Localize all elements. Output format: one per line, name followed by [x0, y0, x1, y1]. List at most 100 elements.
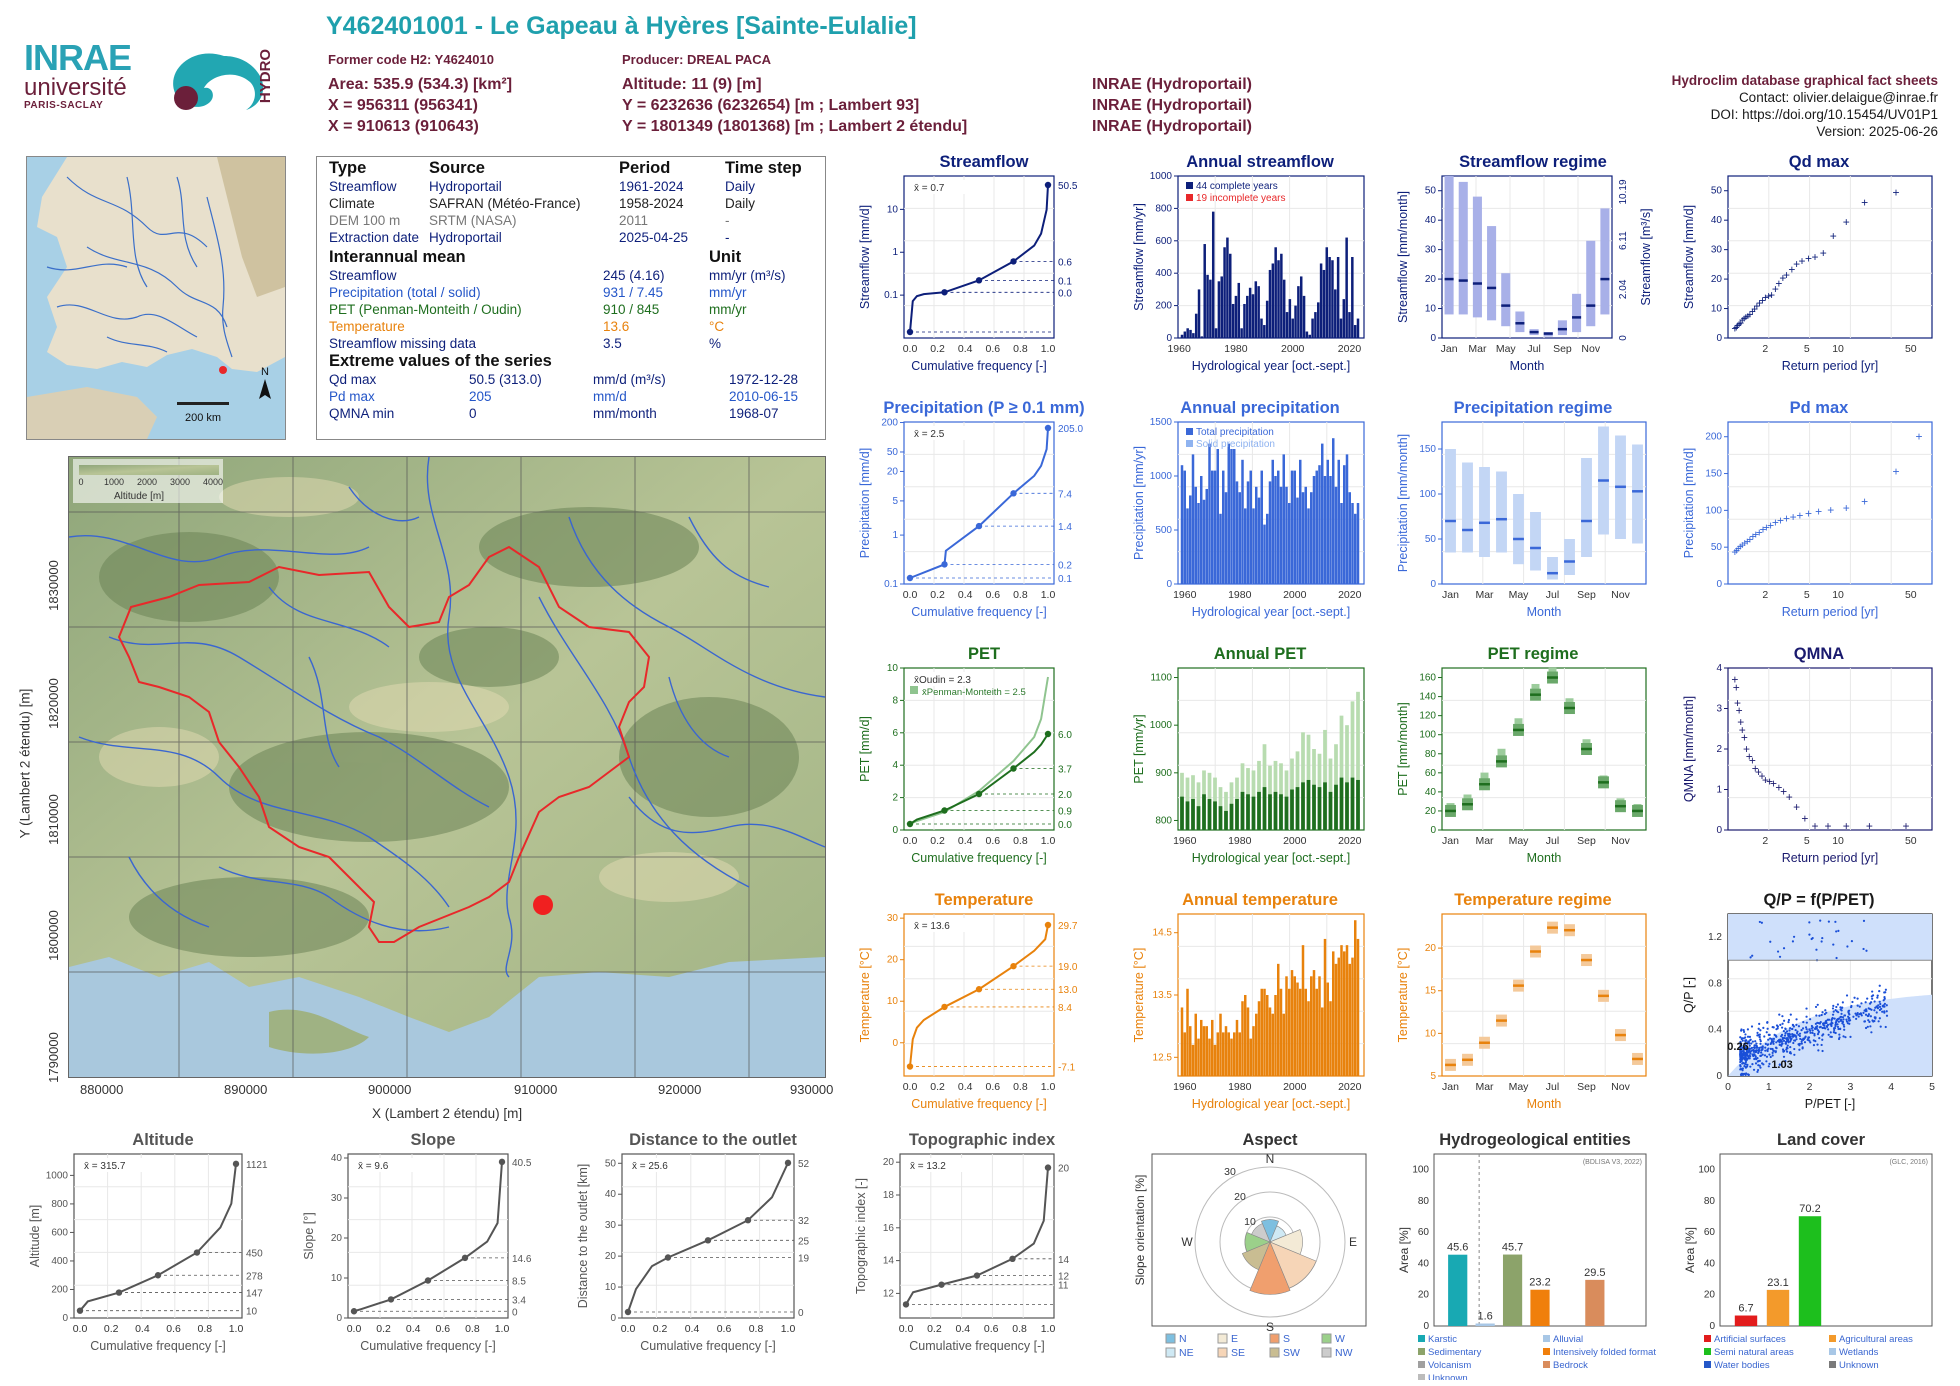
y-tick-label: 150: [1419, 444, 1436, 455]
bar: [1294, 305, 1297, 338]
quantile-point: [498, 1158, 506, 1166]
data-point: [1866, 1014, 1869, 1018]
range-box: [1515, 311, 1525, 333]
y-tick-label: 80: [1418, 1196, 1430, 1207]
bar: [1271, 459, 1274, 584]
data-point: [1805, 1015, 1808, 1018]
data-point: [1827, 920, 1830, 923]
range-box: [1501, 273, 1511, 327]
x-tick-label: 2020: [1338, 343, 1362, 355]
chart-title: Annual precipitation: [1180, 399, 1340, 417]
data-point: [1739, 1059, 1742, 1062]
data-point: +: [1736, 317, 1743, 331]
bar: [1282, 454, 1285, 584]
y-axis-label: Precipitation [mm/d]: [1682, 448, 1696, 558]
legend-label: W: [1335, 1333, 1345, 1345]
bar: [1317, 787, 1322, 830]
y-axis-label: Area [%]: [1397, 1227, 1411, 1273]
x-tick-label: 1.0: [229, 1323, 244, 1335]
qd-max-chart: Qd max Return period [yr] Streamflow [mm/d…: [1682, 153, 1933, 373]
y-tick-label: 4: [892, 760, 898, 771]
bar: [1354, 920, 1357, 1076]
x-tick-label: Jul: [1546, 835, 1559, 847]
x-axis-label: P/PET [-]: [1805, 1097, 1855, 1111]
data-point: +: [1749, 305, 1756, 319]
data-point: +: [1798, 254, 1805, 268]
data-point: [1764, 1046, 1767, 1049]
y-tick-label: 10: [1711, 304, 1723, 315]
legend-label: Alluvial: [1553, 1334, 1583, 1345]
bar: [1268, 269, 1272, 338]
svg-text:1000: 1000: [104, 477, 124, 487]
x-tick-label: 0.4: [685, 1323, 700, 1335]
y-tick-label: 800: [1155, 203, 1172, 214]
sector: [1244, 1232, 1271, 1252]
data-point: [1865, 949, 1868, 952]
data-point: +: [1756, 296, 1763, 310]
x-tick-label: 2000: [1283, 1081, 1307, 1093]
y-tick-label: 1.2: [1708, 932, 1722, 943]
x-tick-label: 4: [1888, 1081, 1894, 1093]
data-point: [1814, 1005, 1818, 1009]
x-tick-label: 0.2: [927, 1323, 942, 1335]
y-tick-label: 0.1: [884, 579, 898, 590]
hydro-logo: HYDRO: [173, 49, 274, 110]
quantile-label: 1.4: [1058, 522, 1072, 533]
bar: [1196, 806, 1201, 830]
data-point: +: [1843, 501, 1850, 515]
quantile-label: 10: [246, 1307, 258, 1318]
data-point: [1744, 1033, 1747, 1036]
x-tick-label: Mar: [1475, 835, 1494, 847]
mean-label: x̄ = 13.2: [910, 1161, 946, 1172]
bar: [1185, 801, 1190, 830]
data-point: [1782, 947, 1786, 950]
table-row: Precipitation (total / solid) 931 / 7.45 m…: [329, 285, 747, 300]
chart-title: Precipitation (P ≥ 0.1 mm): [883, 399, 1084, 417]
data-point: [1752, 1050, 1755, 1053]
data-point: [1804, 1031, 1807, 1034]
x-tick-label: 0.0: [347, 1323, 362, 1335]
data-point: [1789, 1045, 1792, 1049]
y-tick-label: 900: [1155, 768, 1172, 779]
data-point: [1749, 1038, 1752, 1041]
contact-link[interactable]: Contact: olivier.delaigue@inrae.fr: [1738, 90, 1938, 105]
quantile-point: [154, 1272, 162, 1279]
data-point: [1739, 1065, 1742, 1068]
x-tick-label: May: [1509, 1081, 1530, 1093]
annual-pet-chart: Annual PET Hydrological year [oct.-sept.]…: [1132, 645, 1365, 865]
bar: [1334, 486, 1338, 584]
data-point: [1815, 948, 1818, 951]
map-xtick: 930000: [790, 1082, 834, 1097]
quantile-label: 20: [1058, 1164, 1070, 1175]
data-point: [1751, 1053, 1754, 1056]
legend-swatch: [1543, 1335, 1550, 1342]
y-tick-label: 50: [1425, 186, 1437, 197]
doi-link[interactable]: DOI: https://doi.org/10.15454/UV01P1: [1710, 107, 1938, 122]
bar: [1191, 454, 1195, 584]
bar: [1353, 325, 1357, 338]
y-tick-label: 60: [1704, 1227, 1716, 1238]
legend-swatch: [1418, 1361, 1425, 1368]
bar: [1240, 791, 1245, 830]
data-point: +: [1731, 321, 1738, 335]
data-point: [1862, 1011, 1865, 1014]
plot-frame: [1441, 175, 1613, 339]
quantile-point: [906, 328, 914, 336]
chart-title: Land cover: [1777, 1131, 1866, 1149]
quantile-label: 0.1: [1058, 276, 1072, 287]
data-point: [1775, 1024, 1779, 1027]
bar: [1318, 976, 1321, 1076]
legend-swatch: [1321, 1333, 1332, 1344]
bar: [1238, 1032, 1241, 1076]
bar-value-label: 1.6: [1477, 1310, 1492, 1322]
legend-swatch: [1186, 440, 1193, 447]
bar: [1301, 492, 1305, 584]
data-point: +: [1766, 775, 1773, 789]
data-point: +: [1733, 680, 1740, 694]
bar: [1229, 803, 1234, 830]
x-tick-label: 1.0: [1041, 343, 1056, 355]
y-lambert93: Y = 6232636 (6232654) [m ; Lambert 93]: [622, 97, 920, 114]
bar: [1323, 476, 1327, 584]
bar: [1231, 303, 1235, 338]
y-tick-label: 4: [1716, 663, 1722, 674]
